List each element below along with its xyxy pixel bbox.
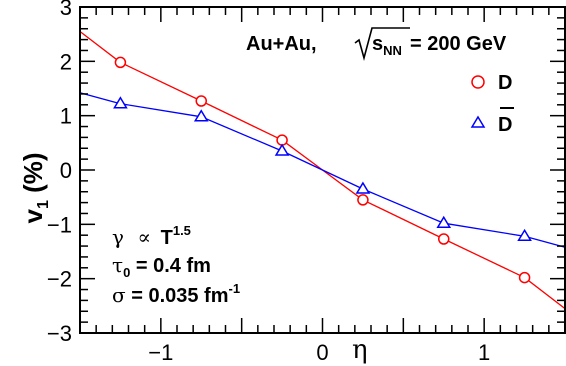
y-tick-label: −1: [47, 212, 72, 237]
y-tick-label: −3: [47, 321, 72, 346]
x-tick-label: 0: [316, 340, 328, 365]
legend-marker-d: [471, 75, 485, 89]
data-point-d: [518, 271, 531, 284]
y-tick-label: 3: [60, 0, 72, 20]
data-point-dbar: [274, 143, 290, 156]
x-tick-label: −1: [148, 340, 173, 365]
sqrt-s-label: sNN: [372, 33, 402, 58]
data-point-dbar: [517, 228, 532, 242]
legend-label-dbar: D: [498, 114, 512, 136]
sqrt-s-sub: NN: [383, 43, 402, 58]
collision-label: Au+Au,: [246, 33, 317, 55]
data-point-dbar: [113, 96, 128, 109]
y-axis-label-unit: (%): [18, 152, 48, 200]
model-curves: [79, 30, 566, 310]
sqrt-sign: [354, 27, 410, 62]
data-markers: [113, 56, 532, 284]
energy-label: = 200 GeV: [410, 33, 507, 55]
data-point-dbar: [193, 109, 209, 122]
series-line-1: [79, 92, 566, 248]
y-axis-label: v1 (%): [18, 152, 52, 223]
y-axis-label-sub: 1: [35, 200, 52, 209]
tick-labels: −3 −2 −1 0 1 2 3 −1 0 1: [47, 0, 490, 365]
legend-label-d: D: [498, 72, 512, 94]
param-sigma: σ = 0.035 fm-1: [112, 281, 240, 307]
x-tick-label: 1: [478, 340, 490, 365]
axis-ticks: [79, 6, 566, 334]
y-tick-label: −2: [47, 267, 72, 292]
y-tick-label: 1: [60, 104, 72, 129]
y-tick-label: 0: [60, 158, 72, 183]
data-point-dbar: [436, 215, 452, 228]
system-annotation: Au+Au, sNN = 200 GeV: [246, 27, 507, 62]
param-tau: τ0 = 0.4 fm: [112, 253, 211, 280]
data-point-d: [438, 233, 450, 245]
legend-marker-dbar: [470, 115, 486, 128]
y-tick-label: 2: [60, 49, 72, 74]
param-gamma: γ ∝ T1.5: [112, 223, 191, 249]
data-point-d: [357, 194, 369, 206]
data-point-d: [195, 95, 207, 107]
data-point-d: [114, 56, 127, 69]
legend: D D: [470, 72, 514, 136]
data-point-dbar: [355, 181, 371, 194]
x-axis-label: η: [352, 335, 368, 365]
parameter-annotation: γ ∝ T1.5 τ0 = 0.4 fm σ = 0.035 fm-1: [112, 223, 240, 307]
